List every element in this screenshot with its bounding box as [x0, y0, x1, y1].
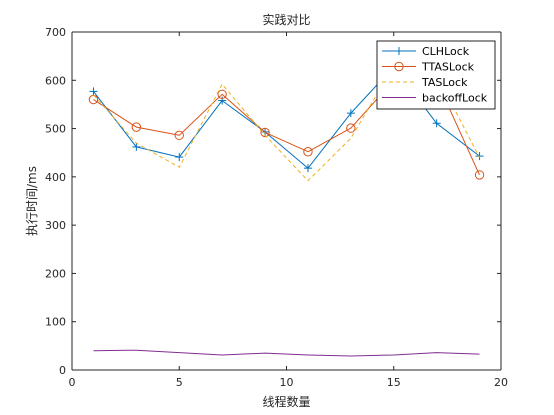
y-tick-label: 300: [45, 219, 66, 232]
data-point-clhlock: [218, 96, 227, 105]
y-tick-label: 600: [45, 74, 66, 87]
y-tick-label: 700: [45, 26, 66, 39]
legend-label-backofflock: backoffLock: [422, 92, 488, 105]
x-tick-label: 15: [387, 376, 401, 389]
data-point-clhlock: [346, 109, 355, 118]
data-point-ttaslock: [217, 89, 227, 99]
x-tick-label: 5: [176, 376, 183, 389]
data-point-clhlock: [303, 164, 312, 173]
legend-marker-circle: [394, 61, 404, 72]
data-point-ttaslock: [260, 127, 270, 138]
y-tick-label: 500: [45, 123, 66, 136]
data-point-clhlock: [175, 153, 184, 162]
legend-label-ttaslock: TTASLock: [421, 61, 475, 74]
data-point-ttaslock: [131, 122, 142, 132]
data-point-clhlock: [132, 142, 141, 151]
legend-label-taslock: TASLock: [421, 76, 468, 89]
data-point-ttaslock: [474, 170, 485, 180]
x-axis-label: 线程数量: [262, 394, 310, 409]
series-line-backofflock: [93, 349, 480, 357]
y-tick-label: 100: [45, 316, 66, 329]
data-point-clhlock: [432, 119, 441, 128]
y-tick-label: 400: [45, 171, 66, 184]
y-axis-label: 执行时间/ms: [25, 166, 39, 236]
y-tick-label: 200: [45, 267, 66, 280]
data-point-clhlock: [89, 87, 98, 96]
x-tick-label: 0: [69, 376, 76, 389]
data-point-ttaslock: [303, 147, 313, 157]
legend-label-clhlock: CLHLock: [422, 45, 470, 58]
data-point-clhlock: [475, 152, 484, 161]
chart-title: 实践对比: [262, 12, 310, 27]
y-tick-label: 0: [59, 364, 66, 377]
x-tick-label: 10: [280, 376, 294, 389]
x-tick-label: 20: [494, 376, 508, 389]
data-point-ttaslock: [174, 130, 184, 141]
data-point-ttaslock: [346, 123, 356, 133]
